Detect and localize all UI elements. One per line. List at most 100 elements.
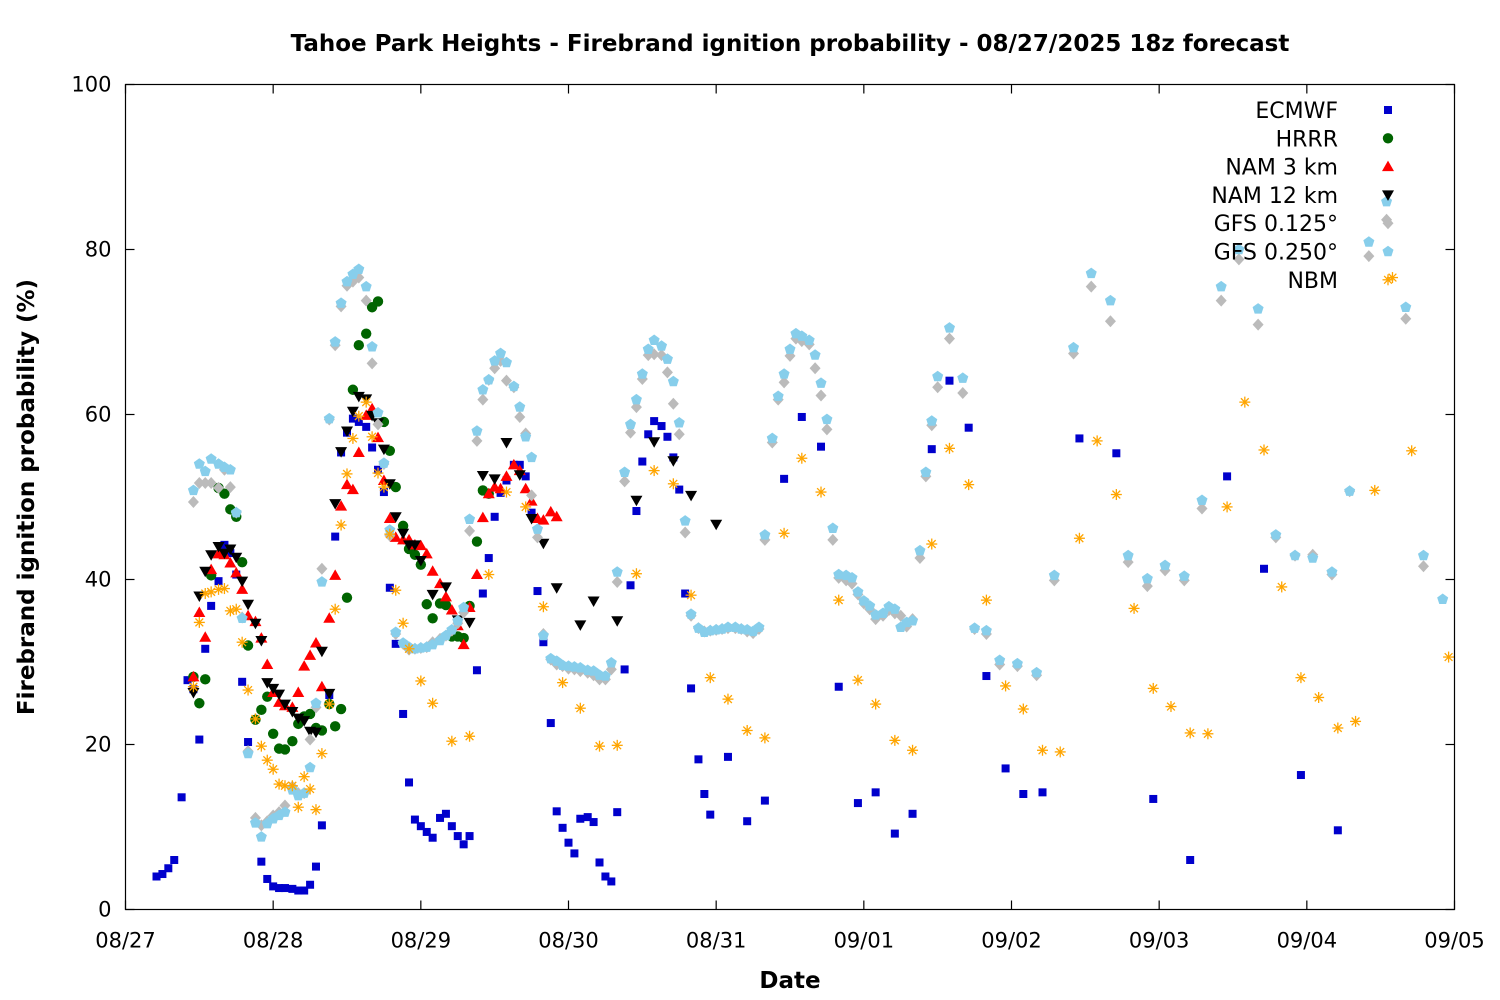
nbm-point bbox=[1369, 484, 1381, 496]
nbm-point bbox=[316, 748, 328, 760]
nbm-point bbox=[963, 479, 975, 491]
nam-12-km-point bbox=[667, 456, 680, 467]
legend-marker bbox=[1382, 217, 1394, 230]
ecmwf-point bbox=[1038, 788, 1047, 797]
ecmwf-point bbox=[797, 412, 806, 421]
hrrr-point bbox=[360, 328, 372, 339]
nbm-point bbox=[236, 636, 248, 648]
legend-label: ECMWF bbox=[1255, 99, 1338, 124]
nbm-point bbox=[298, 771, 310, 783]
nbm-point bbox=[304, 783, 316, 795]
gfs-0-250-point bbox=[1289, 549, 1301, 561]
nbm-point bbox=[537, 601, 549, 613]
hrrr-point bbox=[329, 721, 341, 732]
legend-marker bbox=[1382, 190, 1394, 201]
gfs-0-250-point bbox=[630, 393, 642, 405]
nbm-point bbox=[943, 442, 955, 454]
gfs-0-250-point bbox=[661, 353, 673, 364]
hrrr-point bbox=[421, 599, 432, 610]
ecmwf-point bbox=[546, 719, 555, 728]
gfs-0-250-point bbox=[304, 761, 316, 773]
ecmwf-point bbox=[945, 376, 954, 385]
nbm-point bbox=[341, 468, 353, 480]
nam-3-km-point bbox=[346, 483, 359, 495]
nbm-point bbox=[213, 583, 225, 595]
hrrr-point bbox=[219, 488, 230, 499]
ecmwf-point bbox=[663, 432, 672, 441]
nam-12-km-point bbox=[212, 542, 225, 553]
ecmwf-point bbox=[484, 554, 493, 563]
gfs-0-250-point bbox=[236, 612, 248, 623]
ecmwf-point bbox=[453, 832, 462, 841]
ecmwf-point bbox=[410, 815, 419, 824]
nbm-point bbox=[1202, 728, 1214, 740]
gfs-0-250-point bbox=[1104, 294, 1116, 306]
x-tick-label: 08/29 bbox=[391, 929, 452, 953]
ecmwf-point bbox=[687, 684, 696, 693]
nbm-point bbox=[199, 588, 211, 600]
plot-frame bbox=[124, 83, 1456, 911]
y-tick-label: 40 bbox=[85, 568, 112, 592]
nbm-point bbox=[384, 528, 396, 540]
gfs-0-250-point bbox=[279, 806, 291, 817]
gfs-0-250-point bbox=[1307, 552, 1319, 563]
nbm-point bbox=[230, 603, 242, 615]
nam-12-km-point bbox=[488, 474, 501, 485]
axis-ticks: 0 20 40 60 80 100 08/27 08/28 08/29 08/30 08/31 09/… bbox=[71, 73, 1484, 953]
nam-12-km-point bbox=[286, 707, 299, 718]
gfs-0-250-point bbox=[1400, 301, 1412, 312]
nbm-point bbox=[796, 452, 808, 464]
nam-12-km-point bbox=[525, 513, 538, 525]
gfs-0-125-point bbox=[477, 393, 489, 406]
nbm-point bbox=[323, 698, 335, 710]
nbm-point bbox=[611, 739, 623, 751]
nam-3-km-point bbox=[439, 590, 452, 602]
gfs-0-250-point bbox=[778, 368, 790, 379]
nbm-point bbox=[630, 568, 642, 580]
nam-12-km-point bbox=[224, 544, 237, 555]
gfs-0-125-point bbox=[464, 524, 476, 537]
nbm-point bbox=[483, 569, 495, 581]
y-tick-label: 60 bbox=[85, 403, 112, 427]
gfs-0-250-point bbox=[1252, 303, 1264, 314]
ecmwf-point bbox=[834, 682, 843, 691]
gfs-0-250-point bbox=[1196, 494, 1208, 505]
nbm-point bbox=[574, 702, 586, 714]
ecmwf-point bbox=[675, 485, 684, 494]
gfs-0-125-point bbox=[1363, 250, 1375, 263]
hrrr-point bbox=[341, 592, 353, 603]
ecmwf-point bbox=[257, 857, 266, 866]
nam-12-km-point bbox=[255, 636, 268, 647]
gfs-0-250-point bbox=[230, 506, 242, 518]
nbm-point bbox=[1110, 489, 1122, 501]
gfs-0-125-point bbox=[199, 476, 211, 489]
ecmwf-point bbox=[853, 799, 862, 808]
nbm-point bbox=[372, 467, 384, 479]
nam-12-km-point bbox=[710, 519, 723, 531]
nbm-point bbox=[667, 478, 679, 490]
ecmwf-point bbox=[1001, 764, 1010, 773]
x-axis-label: Date bbox=[759, 968, 820, 994]
gfs-0-125-point bbox=[821, 423, 833, 436]
ecmwf-point bbox=[564, 838, 573, 847]
gfs-0-125-point bbox=[625, 426, 637, 439]
legend-label: NBM bbox=[1287, 269, 1338, 294]
gfs-0-250-point bbox=[599, 670, 611, 681]
ecmwf-point bbox=[478, 589, 487, 598]
gfs-0-250-point bbox=[471, 425, 483, 436]
gfs-0-250-point bbox=[1068, 341, 1080, 353]
nbm-point bbox=[685, 589, 697, 601]
ecmwf-point bbox=[521, 472, 530, 481]
nam-12-km-point bbox=[389, 512, 402, 523]
ecmwf-point bbox=[706, 810, 715, 819]
nbm-point bbox=[870, 698, 882, 710]
nam-12-km-point bbox=[648, 437, 661, 448]
ecmwf-point bbox=[644, 430, 653, 439]
gfs-0-125-point bbox=[667, 397, 679, 410]
nbm-point bbox=[778, 527, 790, 539]
series-nam-12-km bbox=[187, 391, 723, 739]
gfs-0-125-point bbox=[316, 562, 328, 575]
gfs-0-250-point bbox=[969, 622, 981, 633]
nbm-point bbox=[249, 713, 261, 725]
nam-12-km-point bbox=[377, 444, 390, 456]
